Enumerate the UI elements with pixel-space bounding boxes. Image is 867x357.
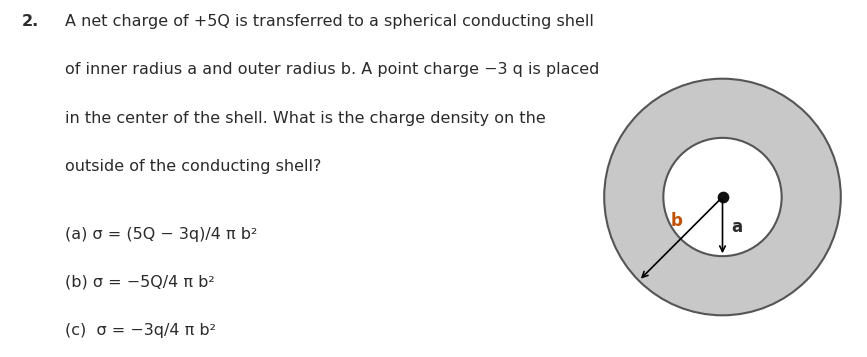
Text: outside of the conducting shell?: outside of the conducting shell?	[65, 159, 322, 174]
Circle shape	[604, 79, 841, 315]
Text: of inner radius a and outer radius b. A point charge −3 q is placed: of inner radius a and outer radius b. A …	[65, 62, 599, 77]
Circle shape	[663, 138, 782, 256]
Text: in the center of the shell. What is the charge density on the: in the center of the shell. What is the …	[65, 111, 545, 126]
Text: 2.: 2.	[22, 14, 39, 29]
Point	[715, 194, 729, 200]
Text: (b) σ = −5Q/4 π b²: (b) σ = −5Q/4 π b²	[65, 275, 215, 290]
Text: a: a	[731, 217, 742, 236]
Text: (c)  σ = −3q/4 π b²: (c) σ = −3q/4 π b²	[65, 323, 216, 338]
Text: (a) σ = (5Q − 3q)/4 π b²: (a) σ = (5Q − 3q)/4 π b²	[65, 227, 257, 242]
Text: A net charge of +5Q is transferred to a spherical conducting shell: A net charge of +5Q is transferred to a …	[65, 14, 594, 29]
Text: b: b	[671, 212, 682, 231]
